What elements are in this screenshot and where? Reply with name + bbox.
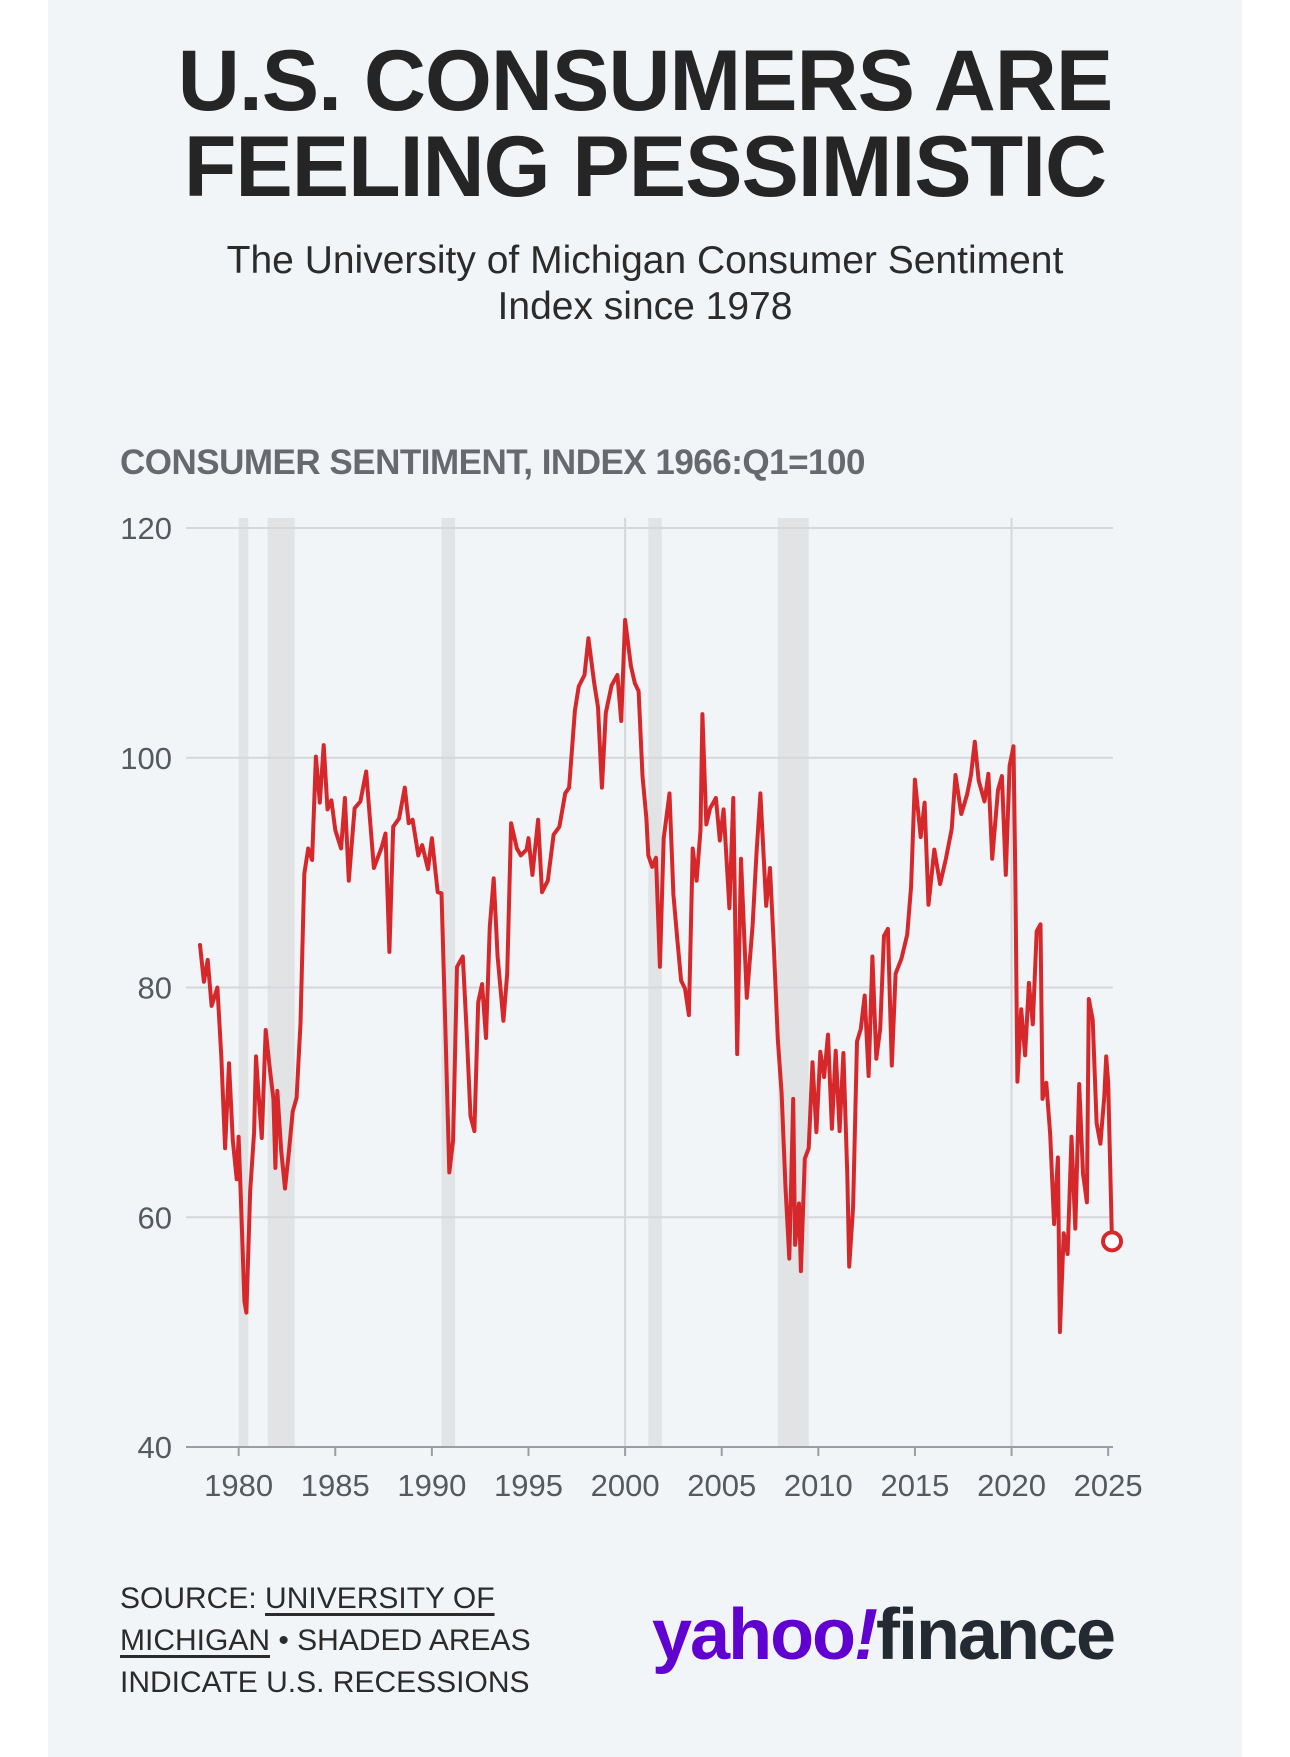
y-tick-label-60: 60 [138, 1200, 172, 1235]
logo-exclamation: ! [854, 1595, 878, 1675]
y-tick-label-120: 120 [120, 511, 172, 546]
subtitle-line-1: The University of Michigan Consumer Sent… [226, 239, 1064, 282]
page-title: U.S. CONSUMERS ARE FEELING PESSIMISTIC [48, 38, 1242, 210]
chart-label: CONSUMER SENTIMENT, INDEX 1966:Q1=100 [120, 443, 865, 482]
subtitle-line-2: Index since 1978 [497, 285, 793, 328]
x-tick-label-2025: 2025 [1074, 1468, 1143, 1503]
source-line-3: INDICATE U.S. RECESSIONS [120, 1666, 530, 1699]
recession-band-3 [648, 518, 662, 1447]
x-tick-label-2015: 2015 [880, 1468, 949, 1503]
recession-band-4 [777, 518, 809, 1447]
logo-yahoo: yahoo [652, 1595, 856, 1675]
x-tick-label-2020: 2020 [977, 1468, 1046, 1503]
title-line-2: FEELING PESSIMISTIC [183, 119, 1107, 215]
source-link-line-1[interactable]: UNIVERSITY OF [265, 1582, 495, 1615]
sentiment-series-line [198, 617, 1114, 1335]
source-link-line-2[interactable]: MICHIGAN [120, 1624, 270, 1657]
logo-finance: finance [876, 1595, 1116, 1675]
source-line-2: MICHIGAN • SHADED AREAS [120, 1620, 531, 1662]
y-tick-label-100: 100 [120, 741, 172, 776]
x-tick-label-1995: 1995 [494, 1468, 563, 1503]
y-tick-label-80: 80 [138, 971, 172, 1006]
x-tick-label-2005: 2005 [687, 1468, 756, 1503]
recession-band-0 [238, 518, 249, 1447]
yahoo-finance-logo: yahoo!finance [652, 1590, 1116, 1680]
latest-value-marker [1101, 1230, 1124, 1253]
source-suffix: • SHADED AREAS [270, 1624, 531, 1657]
x-tick-label-2010: 2010 [784, 1468, 853, 1503]
x-tick-label-1980: 1980 [204, 1468, 273, 1503]
x-tick-label-1990: 1990 [397, 1468, 466, 1503]
title-line-1: U.S. CONSUMERS ARE [177, 33, 1113, 129]
recession-band-2 [441, 518, 456, 1447]
y-tick-label-40: 40 [138, 1430, 172, 1465]
recession-band-1 [267, 518, 295, 1447]
line-chart: 40 60 80 100 120 1980 1985 1990 1995 2000 2005 2010… [120, 511, 1143, 1503]
source-line-1: SOURCE: UNIVERSITY OF [120, 1578, 531, 1620]
x-tick-label-1985: 1985 [301, 1468, 370, 1503]
page-subtitle: The University of Michigan Consumer Sent… [48, 238, 1242, 330]
source-note: SOURCE: UNIVERSITY OF MICHIGAN • SHADED … [120, 1578, 531, 1704]
x-tick-label-2000: 2000 [591, 1468, 660, 1503]
source-prefix: SOURCE: [120, 1582, 266, 1615]
